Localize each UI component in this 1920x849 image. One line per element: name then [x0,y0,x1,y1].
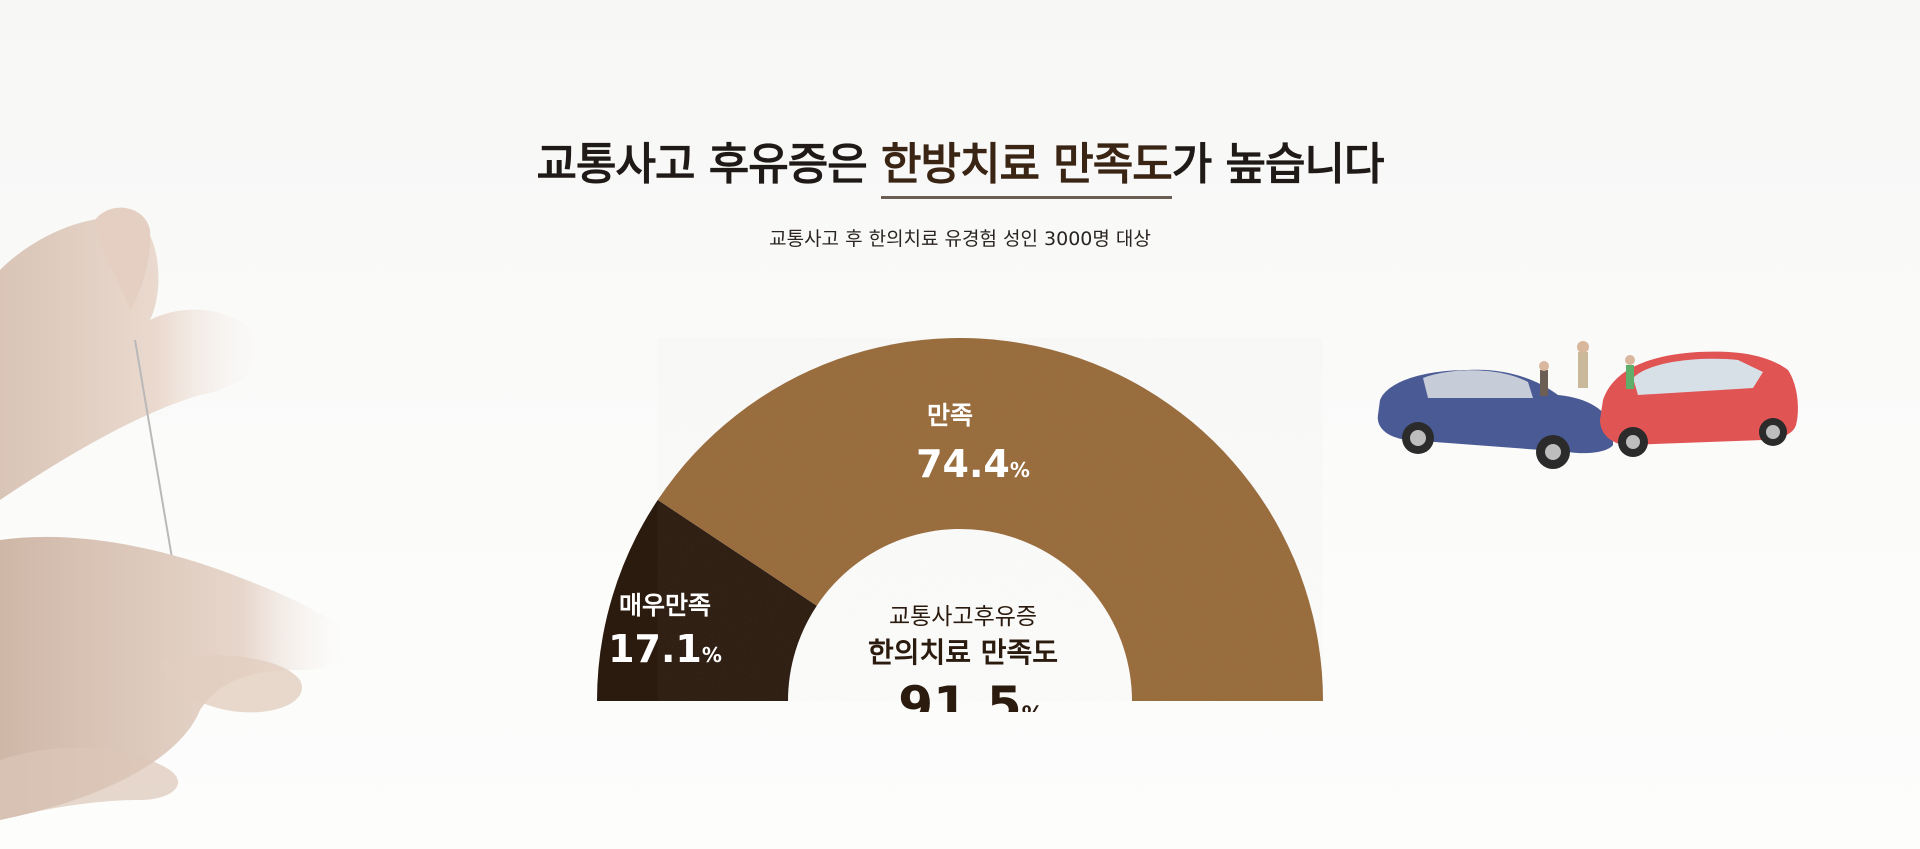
satisfaction-half-donut-chart: 매우만족 17.1% 만족 74.4% 교통사고후유증 한의치료 만족도 91.… [597,337,1323,712]
acupuncture-hands-image [0,207,347,820]
car-accident-image [1377,341,1798,469]
center-label-line2: 한의치료 만족도 [868,636,1058,669]
very-satisfied-unit: % [702,643,722,667]
center-total-value: 91.5% [898,676,1043,712]
center-label-line1: 교통사고후유증 [889,604,1037,630]
blue-car-icon [1377,369,1613,469]
figures-icon [1539,341,1635,396]
slice-label-very-satisfied: 매우만족 [619,591,711,620]
satisfied-number: 74.4 [916,442,1010,486]
title-highlight: 한방치료 만족도 [881,139,1173,199]
slice-satisfied [657,337,1323,701]
red-car-icon [1600,351,1798,457]
slice-value-very-satisfied: 17.1% [608,627,722,671]
center-total-unit: % [1022,703,1044,712]
center-total-number: 91.5 [898,676,1021,712]
title-prefix: 교통사고 후유증은 [536,139,882,190]
very-satisfied-number: 17.1 [608,627,702,671]
slice-label-satisfied: 만족 [927,401,973,430]
slice-very-satisfied [597,499,817,701]
title-suffix: 가 높습니다 [1171,139,1385,190]
survey-note: 교통사고 후 한의치료 유경험 성인 3000명 대상 [769,228,1151,250]
slice-value-satisfied: 74.4% [916,442,1030,486]
satisfied-unit: % [1010,458,1030,482]
page-title: 교통사고 후유증은 한방치료 만족도가 높습니다 [0,128,1920,199]
